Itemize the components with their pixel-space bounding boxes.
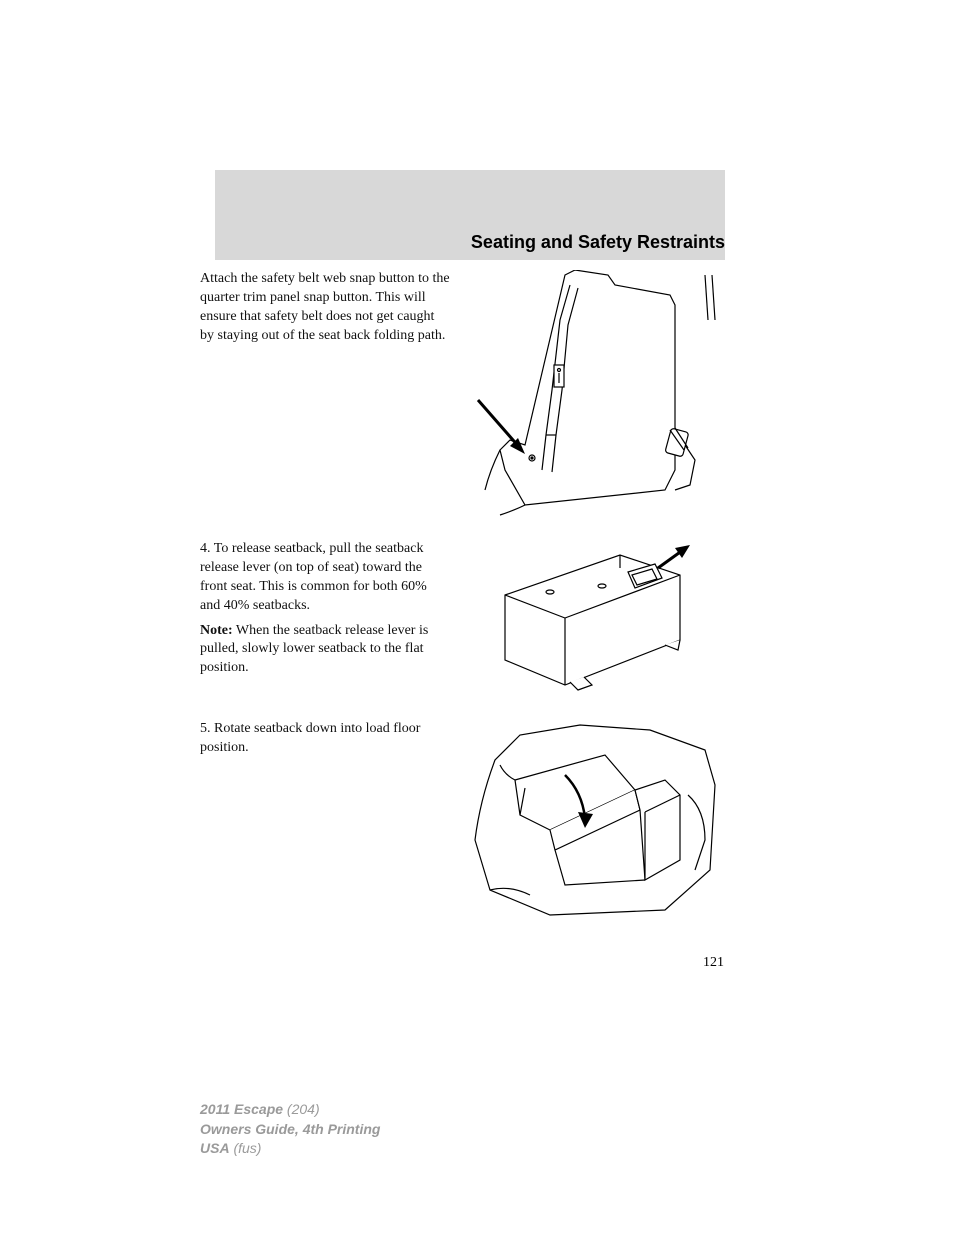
seatback-lever-illustration [480,540,710,700]
note-text: When the seatback release lever is pulle… [200,623,428,676]
step-text: Attach the safety belt web snap button t… [200,270,450,520]
illustration-container [465,720,725,920]
step-note: Note: When the seatback release lever is… [200,622,450,679]
footer-model: 2011 Escape [200,1101,283,1117]
seatbelt-snap-illustration [470,270,720,520]
arrow-icon [658,545,690,568]
footer-line-1: 2011 Escape (204) [200,1100,380,1120]
rotate-seatback-illustration [470,720,720,920]
step-row: 5. Rotate seatback down into load floor … [200,720,725,920]
step-paragraph: 5. Rotate seatback down into load floor … [200,720,450,758]
footer-line-2: Owners Guide, 4th Printing [200,1120,380,1140]
footer-line-3: USA (fus) [200,1139,380,1159]
page-content: Attach the safety belt web snap button t… [200,270,725,940]
step-row: 4. To release seatback, pull the seatbac… [200,540,725,700]
page-number: 121 [703,955,724,971]
step-text: 4. To release seatback, pull the seatbac… [200,540,450,700]
illustration-container [465,540,725,700]
footer-code: (204) [283,1101,320,1117]
arrow-icon [478,400,525,454]
step-paragraph: 4. To release seatback, pull the seatbac… [200,540,450,616]
illustration-container [465,270,725,520]
footer-region: USA [200,1140,230,1156]
footer-suffix: (fus) [230,1140,262,1156]
note-label: Note: [200,623,233,638]
step-row: Attach the safety belt web snap button t… [200,270,725,520]
step-paragraph: Attach the safety belt web snap button t… [200,270,450,346]
footer: 2011 Escape (204) Owners Guide, 4th Prin… [200,1100,380,1159]
section-title: Seating and Safety Restraints [200,232,725,253]
step-text: 5. Rotate seatback down into load floor … [200,720,450,920]
